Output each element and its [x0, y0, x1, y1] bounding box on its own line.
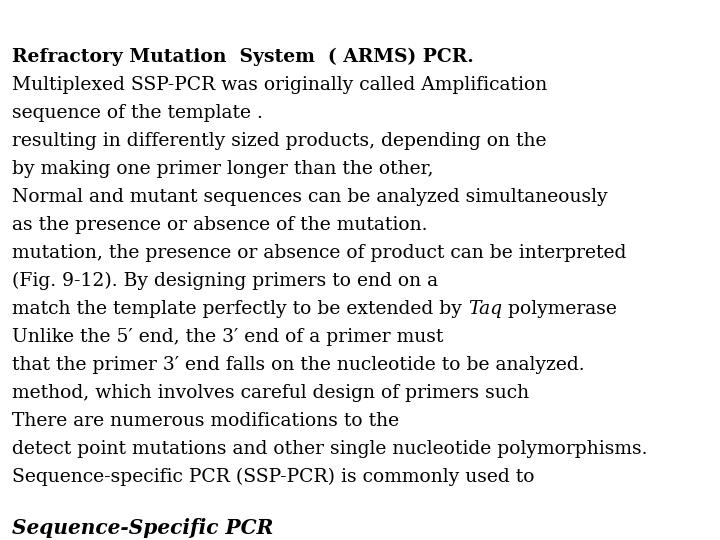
- Text: Sequence-Specific PCR: Sequence-Specific PCR: [12, 518, 274, 538]
- Text: Multiplexed SSP-PCR was originally called Amplification: Multiplexed SSP-PCR was originally calle…: [12, 76, 547, 94]
- Text: by making one primer longer than the other,: by making one primer longer than the oth…: [12, 160, 433, 178]
- Text: detect point mutations and other single nucleotide polymorphisms.: detect point mutations and other single …: [12, 440, 647, 458]
- Text: Taq: Taq: [468, 300, 502, 318]
- Text: match the template perfectly to be extended by: match the template perfectly to be exten…: [12, 300, 468, 318]
- Text: (Fig. 9-12). By designing primers to end on a: (Fig. 9-12). By designing primers to end…: [12, 272, 438, 291]
- Text: polymerase: polymerase: [502, 300, 617, 318]
- Text: Normal and mutant sequences can be analyzed simultaneously: Normal and mutant sequences can be analy…: [12, 188, 608, 206]
- Text: sequence of the template .: sequence of the template .: [12, 104, 263, 122]
- Text: as the presence or absence of the mutation.: as the presence or absence of the mutati…: [12, 216, 428, 234]
- Text: resulting in differently sized products, depending on the: resulting in differently sized products,…: [12, 132, 546, 150]
- Text: Refractory Mutation  System  ( ARMS) PCR.: Refractory Mutation System ( ARMS) PCR.: [12, 48, 474, 66]
- Text: Sequence-specific PCR (SSP-PCR) is commonly used to: Sequence-specific PCR (SSP-PCR) is commo…: [12, 468, 534, 486]
- Text: Unlike the 5′ end, the 3′ end of a primer must: Unlike the 5′ end, the 3′ end of a prime…: [12, 328, 444, 346]
- Text: method, which involves careful design of primers such: method, which involves careful design of…: [12, 384, 529, 402]
- Text: mutation, the presence or absence of product can be interpreted: mutation, the presence or absence of pro…: [12, 244, 626, 262]
- Text: There are numerous modifications to the: There are numerous modifications to the: [12, 412, 399, 430]
- Text: that the primer 3′ end falls on the nucleotide to be analyzed.: that the primer 3′ end falls on the nucl…: [12, 356, 585, 374]
